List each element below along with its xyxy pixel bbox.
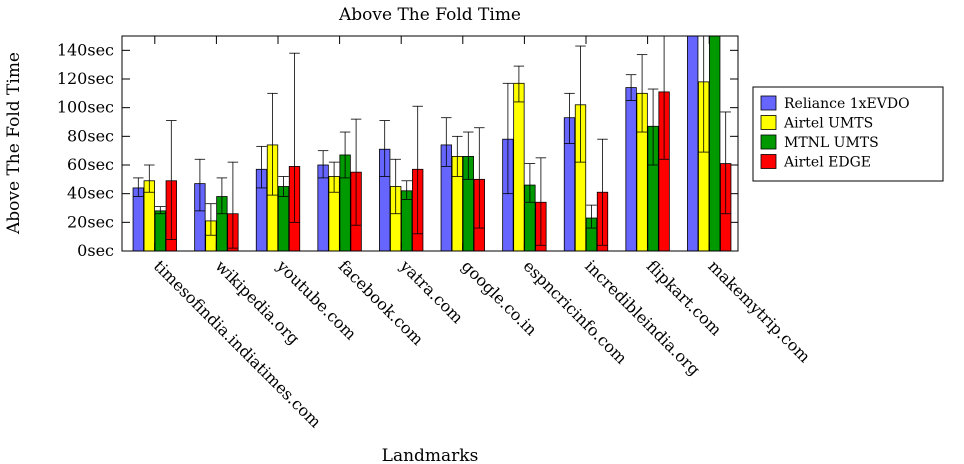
bar	[513, 82, 525, 252]
x-axis-label: Landmarks	[382, 446, 479, 464]
bar	[132, 187, 144, 252]
x-tick-label: incredibleindia.org	[581, 256, 704, 379]
x-tick-label: makemytrip.com	[704, 256, 814, 366]
bar	[401, 190, 413, 252]
legend-swatch	[760, 115, 777, 130]
legend-swatch	[760, 154, 777, 169]
bar	[687, 35, 699, 252]
bar	[709, 35, 721, 252]
plot-frame	[121, 35, 739, 252]
y-tick-label: 140sec	[57, 40, 114, 59]
plot-area: 0sec 20sec 40sec 60sec 80sec 100sec 120sec 140s…	[57, 35, 814, 431]
y-tick-label: 20sec	[67, 212, 114, 231]
legend-entry: Airtel EDGE	[783, 155, 871, 171]
legend-box	[752, 86, 944, 182]
y-tick-label: 40sec	[67, 184, 114, 203]
legend-entry: MTNL UMTS	[784, 135, 879, 151]
y-tick-label: 80sec	[67, 126, 114, 145]
legend: Reliance 1xEVDO Airtel UMTS MTNL UMTS Airte…	[752, 86, 944, 182]
bar	[154, 210, 166, 252]
y-tick-label: 0sec	[77, 241, 114, 260]
legend-swatch	[760, 95, 777, 111]
legend-entry: Reliance 1xEVDO	[784, 96, 910, 112]
y-tick-label: 120sec	[57, 69, 114, 88]
x-tick-label: espncricinfo.com	[520, 256, 631, 367]
y-tick-label: 100sec	[57, 98, 114, 117]
y-tick-label: 60sec	[67, 155, 114, 174]
bar	[625, 87, 637, 252]
legend-entry: Airtel UMTS	[783, 116, 873, 132]
chart-title: Above The Fold Time	[338, 5, 521, 25]
legend-swatch	[760, 134, 777, 150]
y-axis-label: Above The Fold Time	[4, 52, 24, 235]
